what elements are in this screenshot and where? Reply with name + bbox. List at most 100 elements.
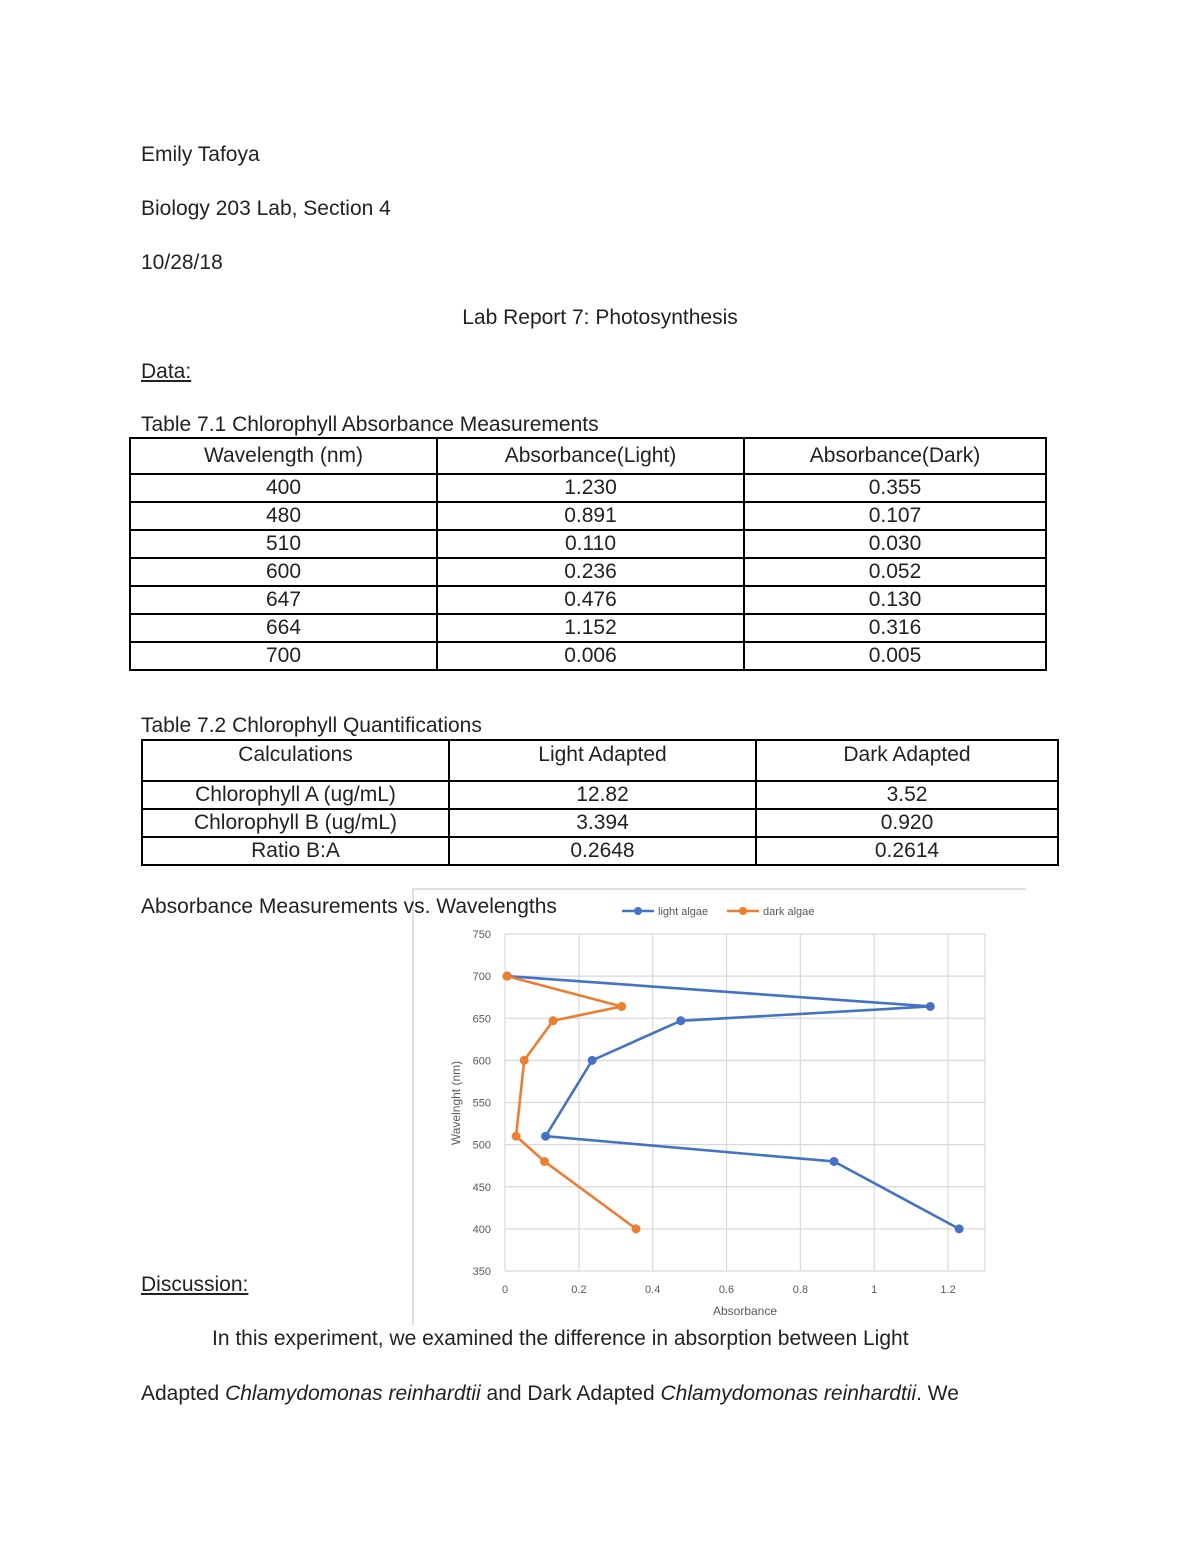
table-cell: 0.030 [743, 529, 1047, 559]
data-point [548, 1016, 558, 1026]
x-tick-label: 0 [502, 1284, 508, 1296]
x-tick-label: 0.2 [571, 1284, 586, 1296]
quantification-table: Calculations Light Adapted Dark Adapted … [141, 739, 1059, 866]
y-tick-label: 350 [473, 1266, 491, 1278]
species-name: Chlamydomonas reinhardtii [225, 1382, 481, 1405]
table-cell: 0.2648 [448, 836, 757, 866]
table-cell: 0.005 [743, 641, 1047, 671]
x-tick-label: 0.4 [645, 1284, 660, 1296]
table-cell: 0.355 [743, 473, 1047, 503]
data-point [540, 1156, 550, 1166]
text-run: and Dark Adapted [480, 1382, 661, 1405]
absorbance-table: Wavelength (nm) Absorbance(Light) Absorb… [129, 437, 1047, 671]
chart-frame-border [412, 888, 414, 1325]
table-row: 510 0.110 0.030 [129, 529, 1047, 559]
table-cell: 3.394 [448, 808, 757, 838]
table-row: 700 0.006 0.005 [129, 641, 1047, 671]
table-cell: Chlorophyll B (ug/mL) [141, 808, 450, 838]
text-run: . We [916, 1382, 959, 1405]
table-row: 480 0.891 0.107 [129, 501, 1047, 531]
y-tick-label: 700 [473, 971, 491, 983]
course-info: Biology 203 Lab, Section 4 [141, 197, 391, 220]
data-point [502, 971, 512, 981]
table-header-cell: Wavelength (nm) [129, 437, 438, 475]
chart-frame-border [412, 888, 1026, 890]
table-cell: 0.236 [436, 557, 745, 587]
table-cell: Chlorophyll A (ug/mL) [141, 780, 450, 810]
table-header-cell: Calculations [141, 739, 450, 782]
table-cell: 510 [129, 529, 438, 559]
data-point [519, 1055, 529, 1065]
x-tick-label: 0.6 [719, 1284, 734, 1296]
data-heading: Data: [141, 360, 192, 383]
table-cell: 0.130 [743, 585, 1047, 615]
text-run: Adapted [141, 1382, 226, 1405]
y-tick-label: 500 [473, 1140, 491, 1152]
y-tick-label: 550 [473, 1098, 491, 1110]
table-cell: 12.82 [448, 780, 757, 810]
table-header-cell: Dark Adapted [755, 739, 1059, 782]
data-point [676, 1016, 686, 1026]
data-point [587, 1055, 597, 1065]
table-cell: 1.152 [436, 613, 745, 643]
table-header-row: Wavelength (nm) Absorbance(Light) Absorb… [129, 437, 1047, 475]
y-axis-title: Wavelnght (nm) [449, 1061, 463, 1145]
page-title: Lab Report 7: Photosynthesis [462, 306, 738, 329]
table-cell: 0.891 [436, 501, 745, 531]
table-cell: 600 [129, 557, 438, 587]
data-point [511, 1131, 521, 1141]
table-row: Chlorophyll A (ug/mL) 12.82 3.52 [141, 780, 1059, 810]
chart-title: Absorbance Measurements vs. Wavelengths [141, 895, 557, 918]
table-row: 400 1.230 0.355 [129, 473, 1047, 503]
x-axis-title: Absorbance [713, 1304, 777, 1318]
table-row: 600 0.236 0.052 [129, 557, 1047, 587]
table-header-cell: Absorbance(Light) [436, 437, 745, 475]
data-point [829, 1156, 839, 1166]
y-tick-label: 450 [473, 1182, 491, 1194]
table-cell: 3.52 [755, 780, 1059, 810]
legend-label: dark algae [763, 906, 814, 918]
table-cell: 647 [129, 585, 438, 615]
data-point [617, 1001, 627, 1011]
table-row: 647 0.476 0.130 [129, 585, 1047, 615]
table-cell: 0.920 [755, 808, 1059, 838]
table-header-cell: Light Adapted [448, 739, 757, 782]
table-row: 664 1.152 0.316 [129, 613, 1047, 643]
legend-marker-icon [634, 907, 642, 915]
table1-caption: Table 7.1 Chlorophyll Absorbance Measure… [141, 413, 599, 436]
table-cell: Ratio B:A [141, 836, 450, 866]
table-row: Ratio B:A 0.2648 0.2614 [141, 836, 1059, 866]
absorbance-chart: 350 400 450 500 550 600 650 700 750 0 0.2 0.4 0.6 0.8… [449, 906, 986, 1318]
table-cell: 0.107 [743, 501, 1047, 531]
table-cell: 0.2614 [755, 836, 1059, 866]
table-cell: 1.230 [436, 473, 745, 503]
y-tick-label: 650 [473, 1013, 491, 1025]
table2-caption: Table 7.2 Chlorophyll Quantifications [141, 714, 482, 737]
legend-marker-icon [739, 907, 747, 915]
table-row: Chlorophyll B (ug/mL) 3.394 0.920 [141, 808, 1059, 838]
report-date: 10/28/18 [141, 251, 223, 274]
x-tick-label: 0.8 [793, 1284, 808, 1296]
data-point [541, 1131, 551, 1141]
y-tick-label: 750 [473, 929, 491, 941]
table-cell: 480 [129, 501, 438, 531]
legend-label: light algae [658, 906, 708, 918]
table-cell: 0.110 [436, 529, 745, 559]
discussion-line-1: In this experiment, we examined the diff… [212, 1327, 909, 1350]
species-name: Chlamydomonas reinhardtii [660, 1382, 917, 1405]
x-tick-label: 1 [871, 1284, 877, 1296]
table-cell: 700 [129, 641, 438, 671]
table-cell: 664 [129, 613, 438, 643]
discussion-line-2: Adapted Chlamydomonas reinhardtii and Da… [141, 1382, 959, 1406]
table-cell: 0.006 [436, 641, 745, 671]
y-tick-label: 400 [473, 1224, 491, 1236]
data-point [954, 1224, 964, 1234]
table-header-cell: Absorbance(Dark) [743, 437, 1047, 475]
table-header-row: Calculations Light Adapted Dark Adapted [141, 739, 1059, 782]
y-tick-label: 600 [473, 1055, 491, 1067]
table-cell: 0.052 [743, 557, 1047, 587]
table-cell: 0.316 [743, 613, 1047, 643]
data-point [631, 1224, 641, 1234]
table-cell: 400 [129, 473, 438, 503]
table-cell: 0.476 [436, 585, 745, 615]
